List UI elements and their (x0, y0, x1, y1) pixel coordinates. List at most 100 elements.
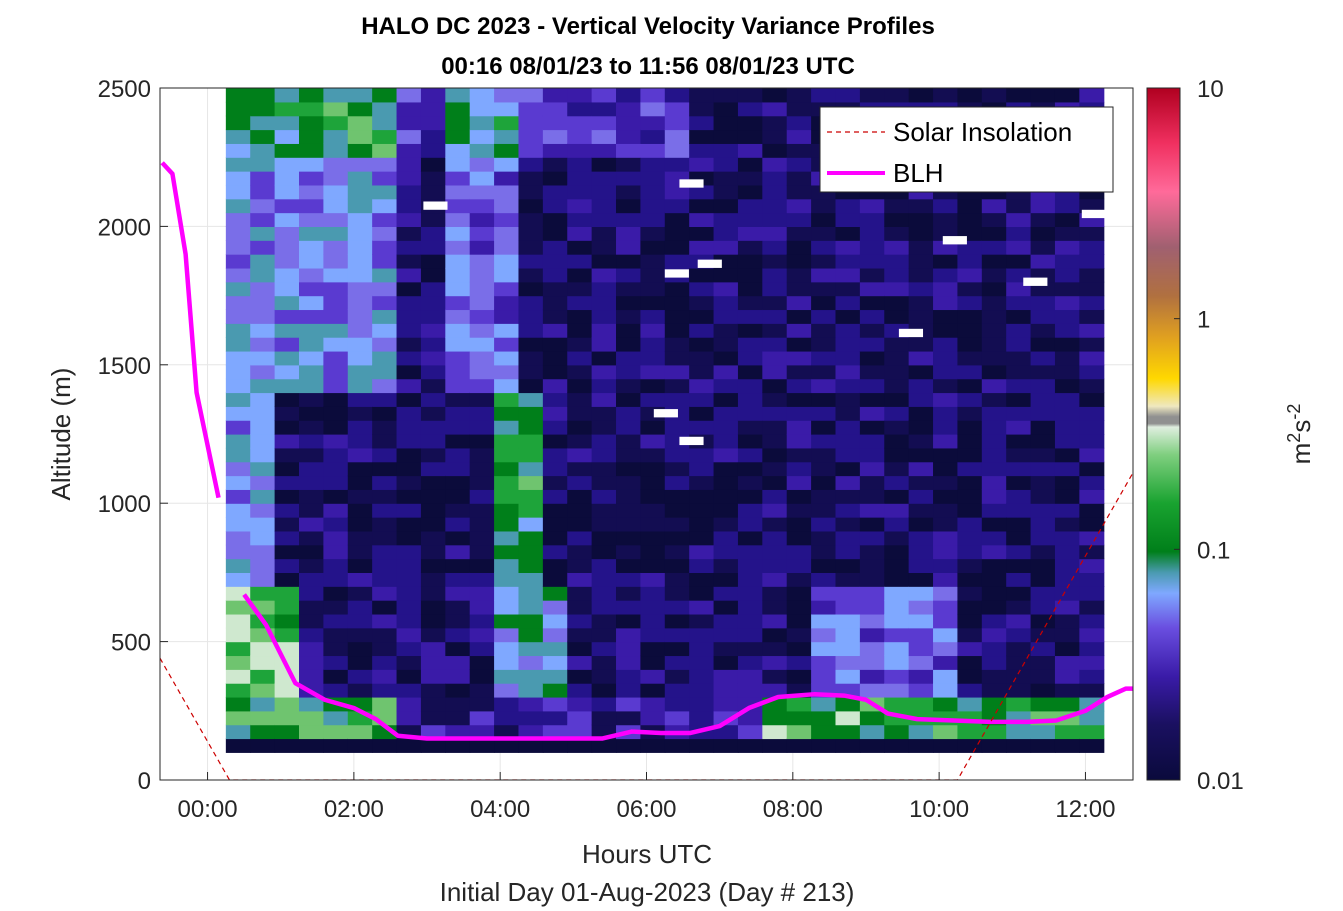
heatmap-cell (689, 544, 715, 560)
heatmap-cell (299, 420, 324, 435)
heatmap-cell (299, 517, 324, 532)
heatmap-cell (664, 129, 690, 144)
heatmap-cell (347, 738, 373, 753)
heatmap-cell (225, 544, 251, 560)
heatmap-cell (835, 600, 861, 615)
heatmap-cell (225, 710, 251, 726)
heatmap-cell (591, 613, 617, 629)
heatmap-cell (664, 420, 690, 435)
heatmap-cell (786, 226, 812, 241)
heatmap-cell (737, 517, 763, 532)
heatmap-cell (591, 350, 617, 366)
heatmap-cell (323, 420, 349, 435)
heatmap-cell (835, 627, 861, 643)
heatmap-cell (981, 226, 1007, 241)
heatmap-cell (1030, 475, 1056, 490)
heatmap-cell (835, 655, 861, 670)
heatmap-cell (274, 489, 300, 504)
heatmap-cell (250, 406, 276, 421)
heatmap-cell (762, 378, 788, 394)
x-axis-sublabel: Initial Day 01-Aug-2023 (Day # 213) (440, 877, 855, 907)
heatmap-cell (664, 309, 690, 324)
heatmap-cell (884, 489, 910, 504)
heatmap-cell (1054, 212, 1080, 227)
heatmap-cell (640, 337, 666, 352)
heatmap-cell (567, 254, 593, 269)
heatmap-cell (250, 669, 276, 684)
blh-line (242, 593, 1133, 741)
heatmap-cell (323, 655, 349, 670)
heatmap-cell (542, 240, 568, 255)
heatmap-cell (420, 710, 446, 726)
heatmap-cell (884, 337, 910, 352)
heatmap-cell (616, 295, 642, 311)
heatmap-cell (445, 337, 471, 352)
x-tick-label: 02:00 (324, 796, 384, 823)
heatmap-cell (689, 101, 715, 117)
heatmap-cell (347, 641, 373, 657)
heatmap-cell (737, 627, 763, 643)
heatmap-cell (859, 378, 885, 394)
heatmap-cell (518, 212, 544, 227)
heatmap-cell (1079, 475, 1105, 490)
heatmap-cell (420, 350, 446, 366)
heatmap-cell (933, 558, 959, 573)
heatmap-cell (1079, 254, 1105, 269)
heatmap-cell (737, 378, 763, 394)
heatmap-cell (591, 517, 617, 532)
heatmap-cell (469, 434, 495, 449)
heatmap-cell (1030, 226, 1056, 241)
heatmap-cell (616, 530, 642, 546)
heatmap-cell (445, 447, 471, 463)
heatmap-cell (762, 157, 788, 172)
heatmap-cell (567, 309, 593, 324)
heatmap-cell (1006, 420, 1032, 435)
heatmap-cell (1006, 406, 1032, 421)
heatmap-cell (957, 558, 983, 573)
heatmap-cell (859, 88, 885, 103)
heatmap-cell (372, 212, 398, 227)
heatmap-cell (420, 171, 446, 186)
heatmap-cell (250, 475, 276, 490)
heatmap-cell (445, 517, 471, 532)
heatmap-cell (518, 184, 544, 200)
heatmap-cell (762, 129, 788, 144)
heatmap-cell (981, 503, 1007, 518)
heatmap-cell (640, 420, 666, 435)
heatmap-cell (274, 226, 300, 241)
heatmap-cell (274, 281, 300, 297)
heatmap-cell (1054, 586, 1080, 601)
heatmap-cell (762, 254, 788, 269)
heatmap-cell (225, 101, 251, 117)
y-axis-label: Altitude (m) (46, 368, 76, 501)
heatmap-cell (957, 655, 983, 670)
heatmap-cell (859, 572, 885, 587)
heatmap-cell (299, 226, 324, 241)
heatmap-cell (323, 530, 349, 546)
heatmap-cell (469, 600, 495, 615)
heatmap-cell (591, 267, 617, 283)
heatmap-cell (250, 364, 276, 380)
heatmap-cell (908, 88, 934, 103)
heatmap-cell (567, 157, 593, 172)
heatmap-cell (786, 475, 812, 490)
heatmap-cell (1054, 337, 1080, 352)
heatmap-cell (884, 530, 910, 546)
heatmap-cell (640, 683, 666, 698)
heatmap-cell (616, 683, 642, 698)
heatmap-cell (347, 337, 373, 352)
heatmap-cell (884, 572, 910, 587)
heatmap-cell (445, 613, 471, 629)
heatmap-cell (640, 309, 666, 324)
heatmap-cell (591, 696, 617, 712)
heatmap-cell (274, 461, 300, 477)
heatmap-cell (859, 267, 885, 283)
heatmap-cell (396, 544, 422, 560)
heatmap-cell (299, 406, 324, 421)
heatmap-cell (957, 669, 983, 684)
heatmap-cell (494, 586, 520, 601)
heatmap-cell (957, 350, 983, 366)
heatmap-cell (591, 143, 617, 158)
heatmap-cell (762, 364, 788, 380)
heatmap-cell (689, 350, 715, 366)
